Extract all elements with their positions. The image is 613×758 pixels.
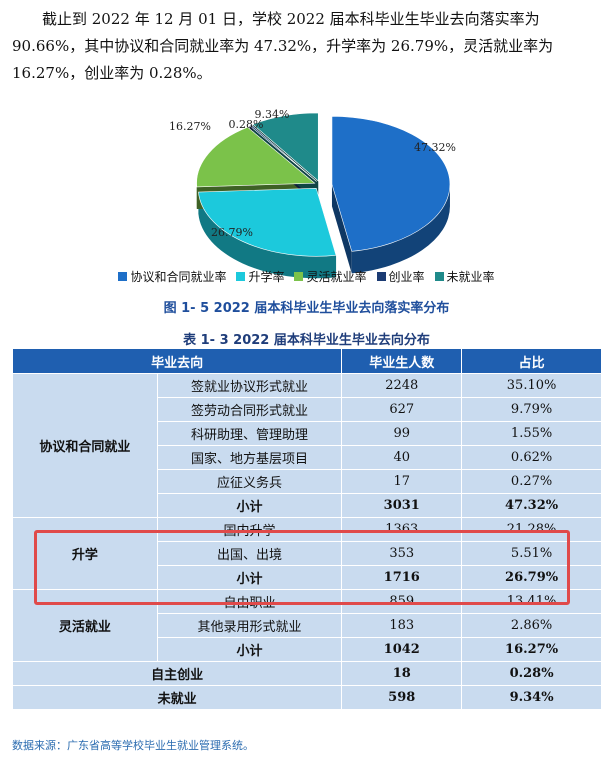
count-cell: 1716 bbox=[341, 565, 463, 590]
ratio-cell: 13.41% bbox=[461, 589, 602, 614]
summary-paragraph: 截止到 2022 年 12 月 01 日，学校 2022 届本科毕业生毕业去向落… bbox=[12, 10, 554, 82]
table-row: 国家、地方基层项目 40 0.62% bbox=[13, 445, 602, 470]
count-cell: 859 bbox=[341, 589, 463, 614]
count-cell: 1363 bbox=[341, 517, 463, 542]
pie-slice bbox=[252, 112, 319, 182]
ratio-cell: 26.79% bbox=[461, 565, 602, 590]
ratio-cell: 21.28% bbox=[461, 517, 602, 542]
table-row: 出国、出境 353 5.51% bbox=[13, 541, 602, 566]
count-cell: 3031 bbox=[341, 493, 463, 518]
legend-swatch bbox=[376, 272, 386, 281]
count-cell: 40 bbox=[341, 445, 463, 470]
header-ratio: 占比 bbox=[461, 348, 602, 374]
legend-label: 协议和合同就业率 bbox=[130, 270, 227, 284]
count-cell: 598 bbox=[341, 685, 463, 710]
pie-value-label: 26.79% bbox=[211, 226, 253, 239]
ratio-cell: 0.62% bbox=[461, 445, 602, 470]
table-row: 协议和合同就业 签就业协议形式就业 2248 35.10% bbox=[12, 373, 602, 518]
legend-item: 创业率 bbox=[376, 268, 425, 285]
legend-swatch bbox=[294, 272, 304, 281]
item-cell: 小计 bbox=[156, 565, 343, 590]
table-row: 应征义务兵 17 0.27% bbox=[13, 469, 602, 494]
count-cell: 18 bbox=[341, 661, 463, 686]
table-row: 签劳动合同形式就业 627 9.79% bbox=[13, 397, 602, 422]
item-cell: 小计 bbox=[156, 493, 343, 518]
pie-slice bbox=[198, 187, 337, 257]
legend-label: 升学率 bbox=[248, 270, 285, 284]
ratio-cell: 0.27% bbox=[461, 469, 602, 494]
pie-slice-side bbox=[331, 184, 450, 274]
pie-slice bbox=[196, 126, 316, 188]
count-cell: 99 bbox=[341, 421, 463, 446]
legend-label: 灵活就业率 bbox=[306, 270, 367, 284]
item-cell: 签就业协议形式就业 bbox=[156, 373, 343, 398]
pie-value-label: 0.28% bbox=[229, 118, 264, 131]
table-header-row: 毕业去向 毕业生人数 占比 bbox=[11, 348, 602, 374]
table-row: 自主创业 18 0.28% bbox=[11, 661, 602, 686]
legend-item: 升学率 bbox=[236, 268, 284, 285]
count-cell: 1042 bbox=[341, 637, 463, 662]
count-cell: 17 bbox=[341, 469, 463, 494]
legend-swatch bbox=[434, 272, 444, 281]
count-cell: 183 bbox=[341, 613, 463, 638]
count-cell: 2248 bbox=[341, 373, 463, 398]
pie-slice bbox=[248, 124, 317, 182]
ratio-cell: 9.79% bbox=[461, 397, 602, 422]
legend-label: 未就业率 bbox=[446, 270, 495, 284]
item-cell: 签劳动合同形式就业 bbox=[156, 397, 343, 422]
category-cell: 自主创业 bbox=[11, 661, 343, 686]
category-cell: 未就业 bbox=[11, 685, 343, 710]
legend-item: 协议和合同就业率 bbox=[118, 268, 226, 285]
ratio-cell: 0.28% bbox=[461, 661, 602, 686]
legend-swatch bbox=[118, 272, 128, 281]
header-destination: 毕业去向 bbox=[11, 348, 343, 374]
ratio-cell: 5.51% bbox=[461, 541, 602, 566]
count-cell: 627 bbox=[341, 397, 463, 422]
header-count: 毕业生人数 bbox=[341, 348, 463, 374]
legend-item: 灵活就业率 bbox=[294, 268, 367, 285]
ratio-cell: 9.34% bbox=[461, 685, 602, 710]
table-caption: 表 1- 3 2022 届本科毕业生毕业去向分布 bbox=[183, 333, 430, 348]
category-cell: 协议和合同就业 bbox=[12, 373, 158, 518]
figure-caption: 图 1- 5 2022 届本科毕业生毕业去向落实率分布 bbox=[163, 301, 450, 316]
table-row: 小计 1716 26.79% bbox=[13, 565, 602, 590]
legend-swatch bbox=[236, 272, 246, 281]
pie-chart: 47.32% 26.79% 16.27% 0.28%9.34% bbox=[169, 108, 456, 279]
item-cell: 国家、地方基层项目 bbox=[156, 445, 343, 470]
pie-value-label: 9.34% bbox=[255, 108, 290, 121]
item-cell: 小计 bbox=[156, 637, 343, 662]
item-cell: 自由职业 bbox=[156, 589, 343, 614]
item-cell: 其他录用形式就业 bbox=[156, 613, 343, 638]
ratio-cell: 16.27% bbox=[461, 637, 602, 662]
highlight-box bbox=[34, 530, 570, 605]
legend-label: 创业率 bbox=[388, 270, 425, 284]
chart-legend: 协议和合同就业率 升学率 灵活就业率 创业率 未就业率 bbox=[0, 268, 613, 285]
ratio-cell: 2.86% bbox=[461, 613, 602, 638]
ratio-cell: 1.55% bbox=[461, 421, 602, 446]
ratio-cell: 35.10% bbox=[461, 373, 602, 398]
pie-value-label: 16.27% bbox=[169, 120, 211, 133]
legend-item: 未就业率 bbox=[434, 268, 495, 285]
item-cell: 科研助理、管理助理 bbox=[156, 421, 343, 446]
destination-table: 毕业去向 毕业生人数 占比 协议和合同就业 签就业协议形式就业 2248 35.10%… bbox=[11, 348, 602, 710]
pie-value-label: 47.32% bbox=[414, 141, 456, 154]
table-row: 未就业 598 9.34% bbox=[11, 685, 602, 710]
pie-slice bbox=[331, 115, 451, 252]
ratio-cell: 47.32% bbox=[461, 493, 602, 518]
item-cell: 应征义务兵 bbox=[156, 469, 343, 494]
data-source: 数据来源：广东省高等学校毕业生就业管理系统。 bbox=[12, 739, 254, 752]
